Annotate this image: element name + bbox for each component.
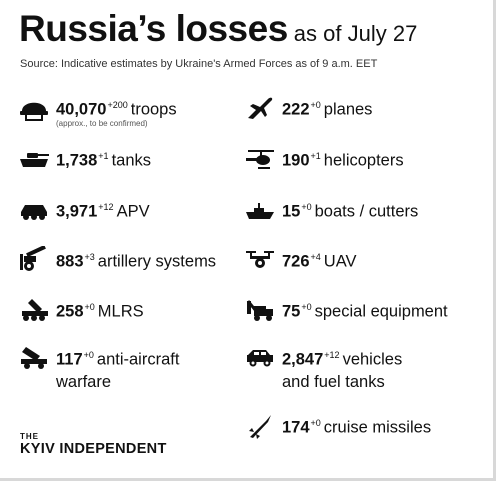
- stat-special-equipment: 75+0 special equipment: [244, 296, 448, 324]
- title-main: Russia’s losses: [19, 8, 288, 49]
- special-equipment-delta: +0: [301, 302, 312, 312]
- planes-label: planes: [323, 100, 373, 119]
- vehicles-label: vehicles: [342, 350, 403, 369]
- mlrs-value: 258: [56, 302, 84, 321]
- stat-apv: 3,971+12 APV: [18, 196, 150, 224]
- vehicles-delta: +12: [324, 350, 340, 360]
- tanks-value: 1,738: [56, 151, 98, 170]
- uav-label: UAV: [323, 252, 357, 271]
- stat-anti-aircraft: 117+0 anti-aircraft warfare: [18, 344, 179, 393]
- boats-label: boats / cutters: [314, 202, 419, 221]
- title-subtitle: as of July 27: [293, 21, 418, 46]
- tank-icon: [18, 145, 50, 173]
- apv-icon: [18, 196, 50, 224]
- boats-value: 15: [282, 202, 301, 221]
- missile-icon: [244, 412, 276, 440]
- artillery-label: artillery systems: [97, 252, 217, 271]
- frame-edge-bottom: [0, 478, 496, 481]
- plane-icon: [244, 94, 276, 122]
- apv-label: APV: [116, 202, 150, 221]
- drone-icon: [244, 246, 276, 274]
- vehicle-icon: [244, 344, 276, 372]
- anti-aircraft-delta: +0: [83, 350, 94, 360]
- troops-value: 40,070: [56, 100, 107, 119]
- brand-the: THE: [20, 432, 39, 441]
- troops-label: troops: [130, 100, 177, 119]
- stat-artillery: 883+3 artillery systems: [18, 246, 216, 274]
- boat-icon: [244, 196, 276, 224]
- helicopters-delta: +1: [310, 151, 321, 161]
- stat-helicopters: 190+1 helicopters: [244, 145, 404, 173]
- mlrs-label: MLRS: [97, 302, 144, 321]
- anti-aircraft-label-line2: warfare: [56, 372, 112, 391]
- missiles-label: cruise missiles: [323, 418, 432, 437]
- brand-logo: THE KYIV INDEPENDENT: [20, 432, 167, 457]
- stat-cruise-missiles: 174+0 cruise missiles: [244, 412, 431, 440]
- special-equipment-label: special equipment: [314, 302, 448, 321]
- uav-delta: +4: [310, 252, 321, 262]
- special-equipment-icon: [244, 296, 276, 324]
- artillery-value: 883: [56, 252, 84, 271]
- vehicles-value: 2,847: [282, 350, 324, 369]
- uav-value: 726: [282, 252, 310, 271]
- stat-tanks: 1,738+1 tanks: [18, 145, 151, 173]
- stat-uav: 726+4 UAV: [244, 246, 357, 274]
- brand-name: KYIV INDEPENDENT: [20, 441, 167, 457]
- missiles-value: 174: [282, 418, 310, 437]
- frame-edge-right: [493, 0, 496, 481]
- missiles-delta: +0: [310, 418, 321, 428]
- planes-value: 222: [282, 100, 310, 119]
- stat-vehicles: 2,847+12 vehicles and fuel tanks: [244, 344, 402, 393]
- troops-note: (approx., to be confirmed): [56, 118, 148, 128]
- mlrs-delta: +0: [84, 302, 95, 312]
- anti-aircraft-label: anti-aircraft: [96, 350, 180, 369]
- tanks-label: tanks: [111, 151, 151, 170]
- artillery-icon: [18, 246, 50, 274]
- apv-delta: +12: [98, 202, 114, 212]
- helicopters-label: helicopters: [323, 151, 404, 170]
- page-title: Russia’s losses as of July 27: [19, 8, 417, 50]
- troops-delta: +200: [107, 100, 128, 110]
- anti-aircraft-value: 117: [56, 350, 83, 369]
- helmet-icon: [18, 94, 50, 122]
- tanks-delta: +1: [98, 151, 109, 161]
- stat-troops: 40,070+200 troops (approx., to be confirm…: [18, 94, 177, 129]
- vehicles-label-line2: and fuel tanks: [282, 372, 385, 391]
- apv-value: 3,971: [56, 202, 98, 221]
- artillery-delta: +3: [84, 252, 95, 262]
- stat-planes: 222+0 planes: [244, 94, 372, 122]
- mlrs-icon: [18, 296, 50, 324]
- stat-boats: 15+0 boats / cutters: [244, 196, 418, 224]
- anti-aircraft-icon: [18, 344, 50, 372]
- helicopters-value: 190: [282, 151, 310, 170]
- helicopter-icon: [244, 145, 276, 173]
- stat-mlrs: 258+0 MLRS: [18, 296, 144, 324]
- planes-delta: +0: [310, 100, 321, 110]
- source-note: Source: Indicative estimates by Ukraine'…: [20, 58, 378, 70]
- special-equipment-value: 75: [282, 302, 301, 321]
- boats-delta: +0: [301, 202, 312, 212]
